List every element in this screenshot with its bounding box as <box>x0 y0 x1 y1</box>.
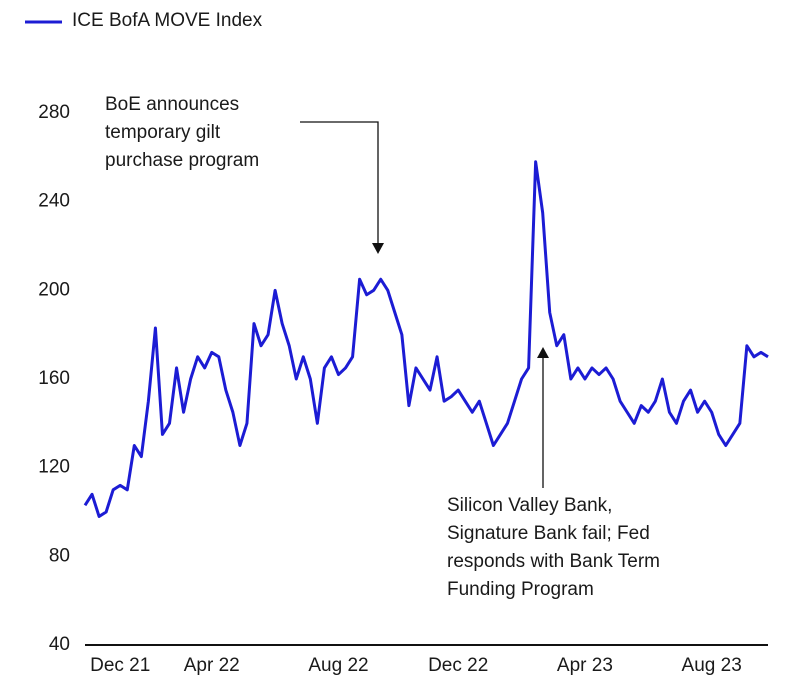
x-tick-label: Dec 22 <box>428 655 488 676</box>
annotation-arrowhead <box>372 243 384 254</box>
x-tick-label: Aug 22 <box>308 655 368 676</box>
y-tick-label: 200 <box>38 279 70 300</box>
annotation-text: responds with Bank Term <box>447 551 660 572</box>
annotation-text: BoE announces <box>105 94 239 115</box>
annotation-arrowhead <box>537 347 549 358</box>
annotation-text: Funding Program <box>447 579 594 600</box>
legend-label: ICE BofA MOVE Index <box>72 10 263 31</box>
y-tick-label: 280 <box>38 102 70 123</box>
y-tick-label: 80 <box>49 545 70 566</box>
annotation-text: purchase program <box>105 150 259 171</box>
annotation-text: Signature Bank fail; Fed <box>447 523 650 544</box>
x-tick-label: Apr 23 <box>557 655 613 676</box>
annotation-text: Silicon Valley Bank, <box>447 495 612 516</box>
y-tick-label: 240 <box>38 191 70 212</box>
y-tick-label: 40 <box>49 634 70 655</box>
x-tick-label: Aug 23 <box>682 655 742 676</box>
x-tick-label: Apr 22 <box>184 655 240 676</box>
x-tick-label: Dec 21 <box>90 655 150 676</box>
series-line <box>83 160 769 518</box>
y-tick-label: 160 <box>38 368 70 389</box>
annotation-connector <box>300 121 379 245</box>
annotation-text: temporary gilt <box>105 122 221 143</box>
y-tick-label: 120 <box>38 457 70 478</box>
